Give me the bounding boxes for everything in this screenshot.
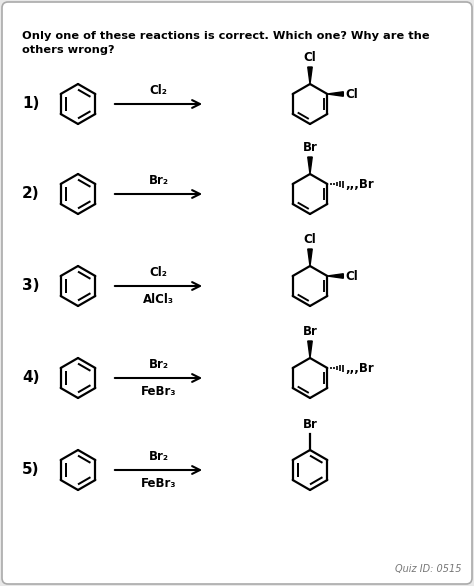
Text: Cl: Cl	[304, 233, 316, 246]
Text: ,,,Br: ,,,Br	[346, 178, 374, 190]
Polygon shape	[308, 341, 312, 358]
Text: Br: Br	[302, 418, 318, 431]
Text: 2): 2)	[22, 186, 40, 202]
Text: 1): 1)	[22, 97, 39, 111]
Text: 3): 3)	[22, 278, 39, 294]
Text: Br₂: Br₂	[148, 358, 168, 371]
Text: FeBr₃: FeBr₃	[141, 477, 176, 490]
Text: 5): 5)	[22, 462, 39, 478]
Text: Cl: Cl	[346, 87, 358, 101]
Text: AlCl₃: AlCl₃	[143, 293, 174, 306]
Polygon shape	[308, 157, 312, 174]
Polygon shape	[308, 67, 312, 84]
Text: Br₂: Br₂	[148, 450, 168, 463]
Text: FeBr₃: FeBr₃	[141, 385, 176, 398]
Text: Cl₂: Cl₂	[150, 266, 167, 279]
Text: 4): 4)	[22, 370, 39, 386]
Polygon shape	[308, 249, 312, 266]
Text: Cl: Cl	[346, 270, 358, 282]
Text: Quiz ID: 0515: Quiz ID: 0515	[395, 564, 462, 574]
Text: Br: Br	[302, 325, 318, 338]
Polygon shape	[328, 92, 343, 96]
Polygon shape	[328, 274, 343, 278]
Text: ,,,Br: ,,,Br	[346, 362, 374, 374]
Text: Br: Br	[302, 141, 318, 154]
Text: Br₂: Br₂	[148, 174, 168, 187]
Text: others wrong?: others wrong?	[22, 45, 115, 55]
Text: Cl: Cl	[304, 51, 316, 64]
Text: Cl₂: Cl₂	[150, 84, 167, 97]
Text: Only one of these reactions is correct. Which one? Why are the: Only one of these reactions is correct. …	[22, 31, 429, 41]
